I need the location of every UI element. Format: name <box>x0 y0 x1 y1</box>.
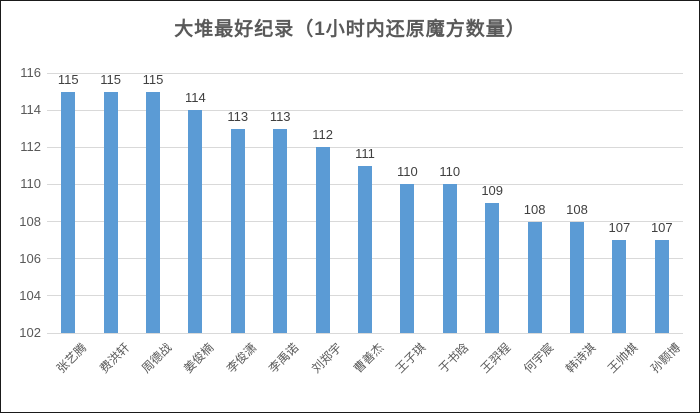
bar <box>654 240 669 333</box>
bar-value-label: 107 <box>650 220 673 236</box>
gridline <box>47 332 683 334</box>
bar-value-label: 110 <box>439 164 461 180</box>
bar-value-label: 115 <box>57 71 79 87</box>
plot-area: 102 104 106 108 110 112 114 116 115 张艺腾 115 费洪轩 115 周… <box>19 65 683 376</box>
bar <box>442 184 457 333</box>
x-axis-category-label: 姜俊楠 <box>181 340 217 376</box>
bar-value-label: 108 <box>523 201 546 217</box>
bar <box>315 147 330 333</box>
bar-value-label: 113 <box>227 108 249 124</box>
bar <box>612 240 627 333</box>
bar <box>146 91 160 333</box>
y-axis-tick-label: 116 <box>20 65 41 80</box>
bar <box>103 91 118 333</box>
y-axis-tick-label: 110 <box>20 176 41 192</box>
bar-value-label: 115 <box>142 71 164 87</box>
bar-value-label: 110 <box>397 164 418 180</box>
chart-title: 大堆最好纪录（1小时内还原魔方数量） <box>174 19 526 40</box>
x-axis-category-label: 周德战 <box>138 340 175 376</box>
bar-value-label: 114 <box>185 90 206 106</box>
y-axis-tick-label: 104 <box>19 287 41 303</box>
x-axis-category-label: 王帅棋 <box>605 340 641 376</box>
y-axis-tick-label: 102 <box>19 325 41 340</box>
bar <box>61 91 76 333</box>
bar-value-label: 108 <box>566 201 588 217</box>
bar <box>230 128 245 333</box>
x-axis-category-label: 何宇宸 <box>520 340 556 376</box>
gridline <box>47 146 683 148</box>
y-axis-tick-label: 114 <box>20 102 41 118</box>
x-axis-category-label: 李俊潇 <box>223 340 260 376</box>
bar-value-label: 111 <box>355 145 375 161</box>
x-axis-category-label: 孙颢博 <box>647 340 684 376</box>
bar-value-label: 109 <box>481 183 504 198</box>
bar-value-label: 113 <box>269 108 291 124</box>
bar <box>188 110 203 333</box>
bar <box>570 221 584 333</box>
bar <box>273 128 288 333</box>
x-axis-category-label: 李禹诺 <box>266 340 302 376</box>
x-axis-category-label: 费洪轩 <box>96 340 132 376</box>
bar-value-label: 112 <box>312 127 333 143</box>
y-axis-tick-label: 106 <box>19 250 41 266</box>
x-axis-category-label: 张艺腾 <box>54 340 90 376</box>
x-axis-category-label: 王羿程 <box>478 340 514 376</box>
bar <box>358 165 372 333</box>
x-axis-category-label: 于书晗 <box>435 340 472 376</box>
gridline <box>47 72 683 74</box>
bar-value-label: 107 <box>608 220 631 236</box>
bar <box>527 221 542 333</box>
y-axis-tick-label: 108 <box>19 213 41 229</box>
x-axis-category-label: 韩诗淇 <box>562 340 599 376</box>
bar-value-label: 115 <box>100 71 121 87</box>
x-axis-category-label: 王子琪 <box>393 340 429 376</box>
x-axis-category-label: 刘郑宇 <box>308 340 344 376</box>
gridline <box>47 109 683 111</box>
x-axis-category-label: 曹善杰 <box>350 340 387 376</box>
bar <box>400 184 415 333</box>
y-axis-tick-label: 112 <box>20 139 41 155</box>
bar <box>485 203 500 333</box>
